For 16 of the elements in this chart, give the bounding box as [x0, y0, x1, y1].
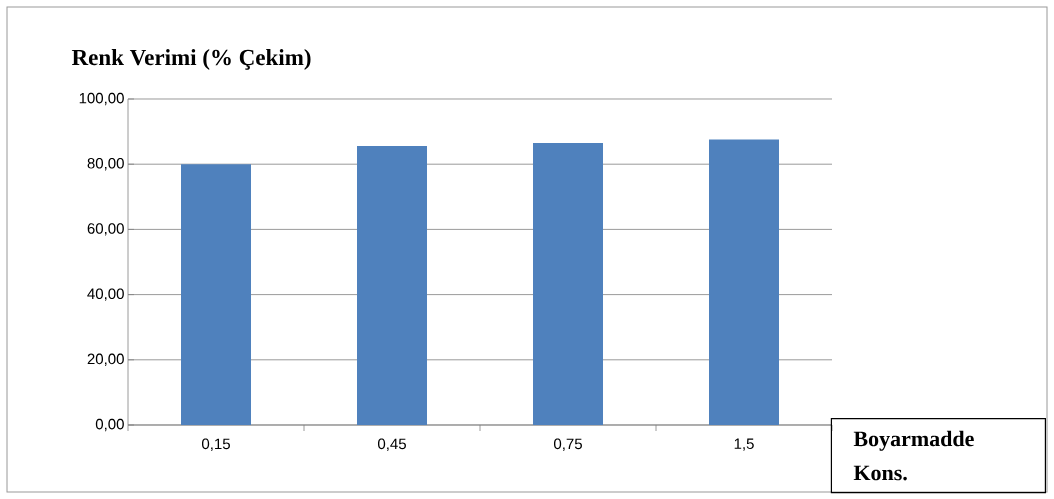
x-tick-label: 0,45 — [377, 438, 406, 451]
bar — [181, 164, 252, 425]
bar — [533, 143, 604, 425]
y-tick-label: 40,00 — [87, 288, 124, 301]
y-tick-label: 80,00 — [87, 158, 124, 171]
y-tick-label: 60,00 — [87, 223, 124, 236]
x-tick-label: 0,75 — [553, 438, 582, 451]
x-tick-label: 0,15 — [201, 438, 230, 451]
bar — [357, 145, 428, 425]
x-tick-label: 1,5 — [734, 438, 754, 451]
y-tick-label: 0,00 — [95, 418, 124, 432]
x-axis-title: Boyarmadde Kons. — [853, 430, 974, 481]
y-tick-label: 20,00 — [87, 353, 124, 366]
bar — [709, 139, 780, 425]
chart-title: Renk Verimi (% Çekim) — [71, 49, 311, 70]
y-tick-label: 100,00 — [79, 92, 124, 106]
